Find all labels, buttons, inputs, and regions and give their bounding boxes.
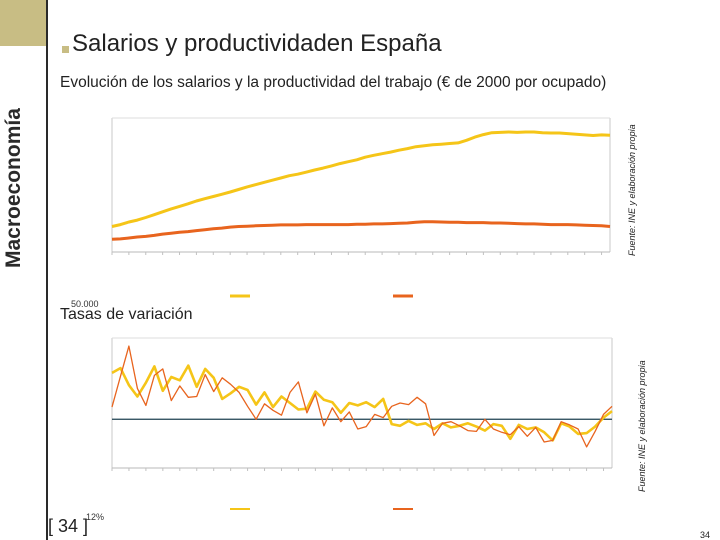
sidebar: Macroeconomía [0, 0, 48, 540]
page-badge: [ 34 ] [48, 516, 89, 536]
sidebar-divider [46, 0, 48, 540]
page-title: Salarios y productividaden España [72, 30, 442, 57]
chart2-y-tick-label: 12% [86, 512, 105, 522]
sidebar-accent-block [0, 0, 46, 46]
chart1-series-orange-line [111, 220, 611, 241]
chart2-title: Tasas de variación [60, 306, 193, 323]
page-number: 34 [699, 530, 710, 540]
chart2-series-yellow-line [111, 364, 613, 442]
chart2-series-orange-line [111, 345, 613, 448]
title-bullet [62, 46, 69, 53]
chart1-y-tick-label: 50.000 [71, 299, 99, 309]
chart1-series-yellow-line [111, 130, 611, 228]
chart1-title: Evolución de los salarios y la productiv… [60, 74, 607, 91]
